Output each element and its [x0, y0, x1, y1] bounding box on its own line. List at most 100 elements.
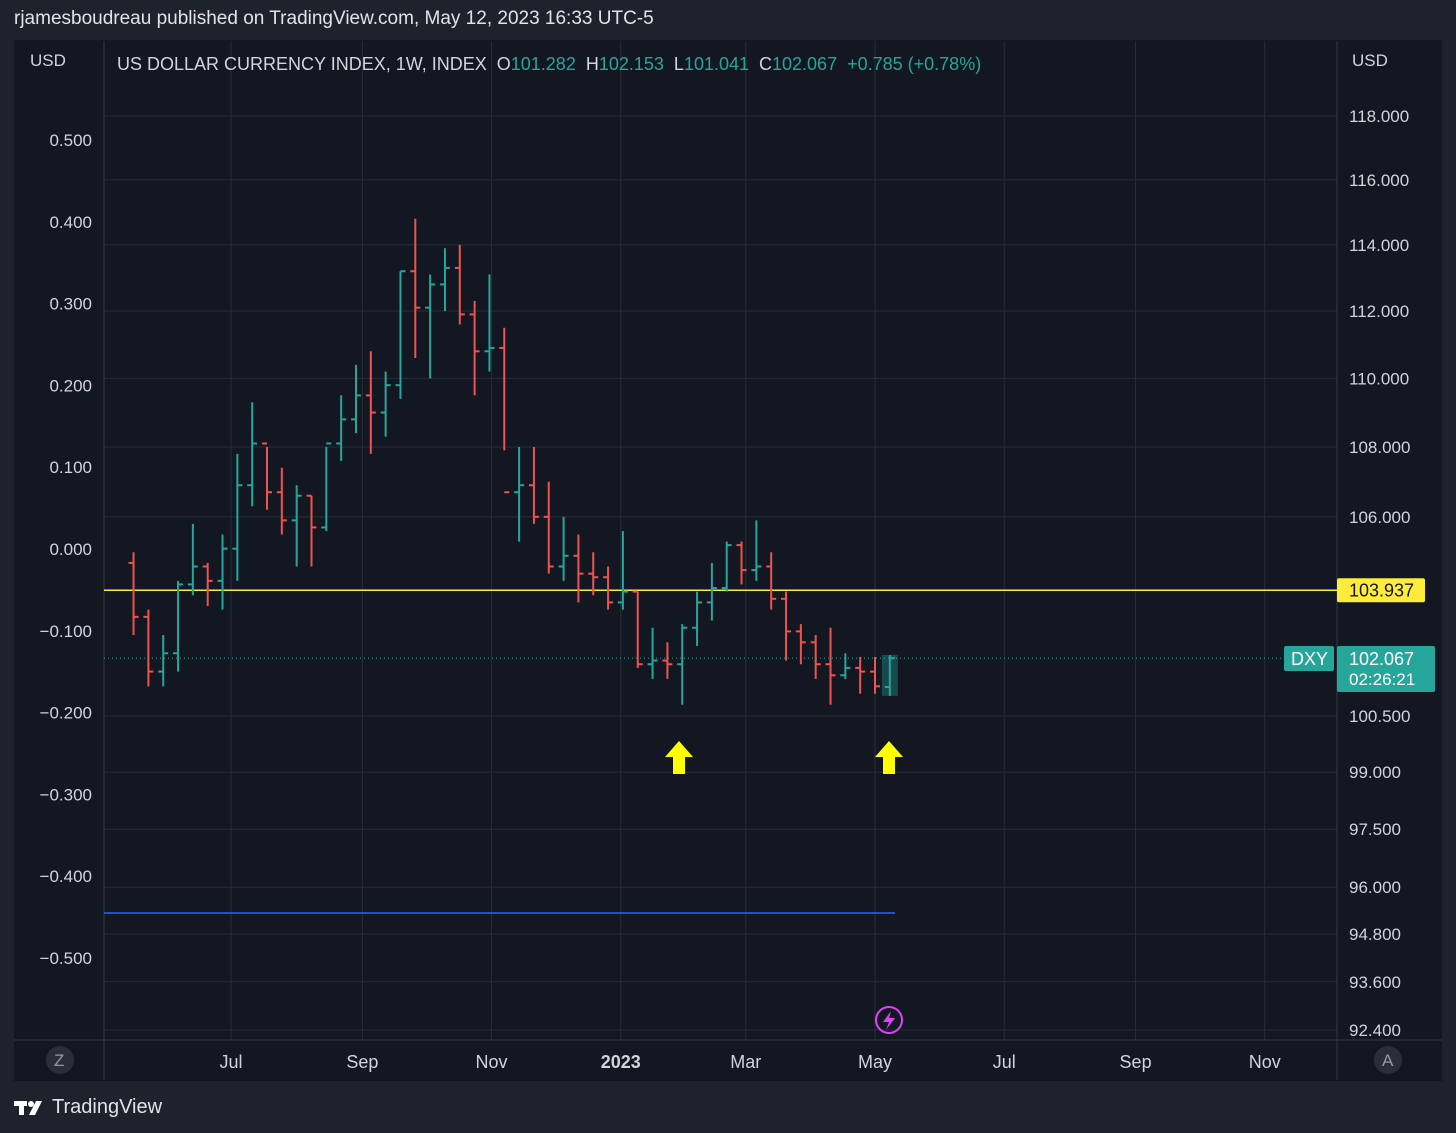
right-tick-label: 92.400	[1349, 1021, 1401, 1040]
right-tick-label: 97.500	[1349, 820, 1401, 839]
time-tick-label: Nov	[476, 1052, 508, 1072]
ohlc-bar	[484, 274, 495, 372]
right-axis-unit: USD	[1352, 51, 1388, 70]
time-tick-label: Jul	[993, 1052, 1016, 1072]
time-tick-label: Nov	[1249, 1052, 1281, 1072]
footer-brand: TradingView	[52, 1096, 163, 1118]
legend-high-value: 102.153	[599, 54, 664, 74]
left-tick-label: 0.000	[49, 540, 92, 559]
left-tick-label: −0.500	[40, 949, 92, 968]
last-price-label: 102.067 02:26:21	[1337, 646, 1435, 692]
right-tick-label: 100.500	[1349, 707, 1410, 726]
ohlc-bar	[721, 541, 732, 592]
ohlc-bar	[573, 534, 584, 603]
right-tick-label: 108.000	[1349, 438, 1410, 457]
ohlc-bar	[528, 446, 539, 524]
svg-text:DXY: DXY	[1291, 649, 1328, 669]
ohlc-bar	[692, 591, 703, 646]
ohlc-bar	[439, 248, 450, 312]
right-tick-label: 96.000	[1349, 878, 1401, 897]
up-arrow-icon	[875, 741, 903, 774]
left-tick-label: 0.500	[49, 131, 92, 150]
ohlc-bar	[217, 534, 228, 610]
ohlc-bar	[706, 562, 717, 621]
auto-scale-button[interactable]: A	[1374, 1046, 1402, 1074]
z-scale-button[interactable]: Z	[46, 1046, 74, 1074]
ohlc-bar	[454, 244, 465, 325]
ohlc-bar	[810, 635, 821, 679]
right-tick-label: 94.800	[1349, 925, 1401, 944]
ohlc-bar	[514, 446, 525, 542]
ohlc-bar	[291, 485, 302, 567]
ohlc-bar	[202, 562, 213, 607]
right-tick-label: 93.600	[1349, 973, 1401, 992]
ohlc-bar	[187, 523, 198, 596]
legend-close-label: C	[759, 54, 772, 74]
ohlc-bar	[321, 442, 332, 531]
ohlc-bar	[543, 481, 554, 574]
ohlc-bar	[143, 609, 154, 687]
ohlc-bar	[617, 530, 628, 610]
svg-text:US DOLLAR CURRENCY INDEX, 1W,: US DOLLAR CURRENCY INDEX, 1W, INDEX O101.…	[117, 54, 981, 74]
time-tick-label: May	[858, 1052, 892, 1072]
chart-frame	[14, 40, 1442, 1081]
left-tick-label: 0.200	[49, 376, 92, 395]
svg-text:A: A	[1382, 1051, 1394, 1070]
level-price-label: 103.937	[1337, 578, 1425, 603]
legend-close-value: 102.067	[772, 54, 837, 74]
ohlc-bar	[588, 552, 599, 596]
ohlc-bar	[736, 541, 747, 585]
ohlc-bar	[395, 270, 406, 399]
lightning-icon[interactable]	[875, 1006, 903, 1034]
symbol-tag: DXY	[1284, 646, 1334, 671]
left-axis: 0.500 0.400 0.300 0.200 0.100 0.000 −0.100 −0.2…	[40, 131, 92, 968]
right-tick-label: 99.000	[1349, 763, 1401, 782]
right-tick-label: 110.000	[1349, 369, 1409, 388]
ohlc-bar	[632, 590, 643, 668]
left-tick-label: −0.400	[40, 867, 92, 886]
ohlc-bar	[662, 642, 673, 679]
right-tick-label: 118.000	[1349, 107, 1409, 126]
ohlc-bar	[751, 520, 762, 581]
footer: TradingView	[14, 1096, 162, 1119]
ohlc-bar	[173, 580, 184, 672]
ohlc-bar	[232, 453, 243, 581]
ohlc-bar	[247, 402, 258, 507]
legend-open-label: O	[497, 54, 511, 74]
legend-low-label: L	[674, 54, 684, 74]
svg-text:102.067: 102.067	[1349, 649, 1414, 669]
svg-text:Z: Z	[54, 1051, 64, 1070]
ohlc-bar	[825, 627, 836, 705]
time-tick-label: 2023	[601, 1052, 641, 1072]
tradingview-logo-icon	[14, 1100, 42, 1115]
ohlc-bar	[647, 627, 658, 679]
ohlc-bar	[855, 656, 866, 694]
legend-symbol: US DOLLAR CURRENCY INDEX, 1W, INDEX	[117, 54, 487, 74]
time-tick-label: Mar	[730, 1052, 761, 1072]
ohlc-bar	[781, 591, 792, 661]
left-tick-label: 0.400	[49, 213, 92, 232]
ohlc-bar	[425, 274, 436, 379]
ohlc-bars	[128, 218, 895, 705]
ohlc-bar	[276, 467, 287, 535]
ohlc-bar	[350, 364, 361, 434]
ohlc-bar	[795, 624, 806, 665]
grid	[14, 41, 1442, 1080]
up-arrow-icon	[665, 741, 693, 774]
legend-high-label: H	[586, 54, 599, 74]
ohlc-bar	[306, 494, 317, 567]
ohlc-bar	[558, 516, 569, 581]
ohlc-bar	[840, 653, 851, 679]
left-tick-label: −0.200	[40, 704, 92, 723]
legend-low-value: 101.041	[684, 54, 749, 74]
time-tick-label: Sep	[346, 1052, 378, 1072]
time-tick-label: Jul	[219, 1052, 242, 1072]
left-tick-label: −0.300	[40, 785, 92, 804]
time-tick-label: Sep	[1120, 1052, 1152, 1072]
legend-open-value: 101.282	[511, 54, 576, 74]
ohlc-bar	[262, 442, 273, 510]
right-tick-label: 106.000	[1349, 508, 1410, 527]
ohlc-bar	[410, 218, 421, 359]
right-axis: 118.000 116.000 114.000 112.000 110.000 108.0…	[1349, 107, 1410, 1040]
